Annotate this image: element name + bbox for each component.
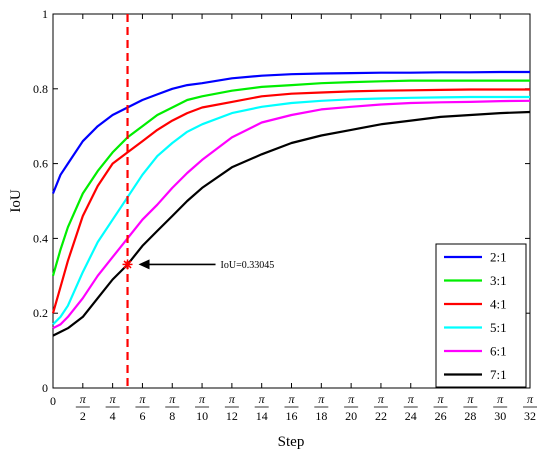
x-tick-numerator: π bbox=[80, 392, 87, 406]
series-line-1 bbox=[51, 70, 530, 194]
x-tick-denominator: 28 bbox=[464, 409, 476, 423]
series-line-2 bbox=[51, 79, 530, 277]
x-tick-label: π 30 bbox=[493, 392, 508, 423]
x-tick-label: π8 bbox=[165, 392, 180, 423]
x-tick-label: π 10 bbox=[195, 392, 210, 423]
series-line-5 bbox=[52, 99, 531, 330]
x-tick-numerator: π bbox=[169, 392, 176, 406]
x-axis-ticks: 0 π2π4π6π8π10π12π14π16π18π20π22π24π26π28π… bbox=[50, 14, 537, 423]
x-tick-denominator: 12 bbox=[226, 409, 238, 423]
annotation-arrow-head bbox=[138, 259, 150, 270]
legend-item: 6:1 bbox=[444, 344, 507, 359]
y-tick-label: 0.4 bbox=[33, 231, 48, 245]
series-line-6 bbox=[52, 110, 531, 337]
y-tick-label: 0 bbox=[42, 381, 48, 395]
x-tick-label: π2 bbox=[75, 392, 90, 423]
x-tick-label: π 24 bbox=[403, 392, 418, 423]
x-tick-denominator: 8 bbox=[169, 409, 175, 423]
x-tick-numerator: π bbox=[348, 392, 355, 406]
x-tick-denominator: 26 bbox=[435, 409, 447, 423]
x-tick-denominator: 10 bbox=[196, 409, 208, 423]
legend-item: 7:1 bbox=[444, 367, 507, 382]
x-tick-numerator: π bbox=[467, 392, 474, 406]
y-tick-label: 0.8 bbox=[33, 82, 48, 96]
x-tick-numerator: π bbox=[229, 392, 236, 406]
x-tick-label: π4 bbox=[105, 392, 120, 423]
x-tick-label: π 20 bbox=[344, 392, 359, 423]
legend-label: 3:1 bbox=[490, 273, 507, 288]
x-tick-numerator: π bbox=[408, 392, 415, 406]
x-tick-denominator: 14 bbox=[256, 409, 268, 423]
y-tick-label: 1 bbox=[42, 7, 48, 21]
legend-item: 3:1 bbox=[444, 273, 507, 288]
x-tick-numerator: π bbox=[497, 392, 504, 406]
legend-item: 5:1 bbox=[444, 320, 507, 335]
x-tick-numerator: π bbox=[288, 392, 295, 406]
x-tick-numerator: π bbox=[438, 392, 445, 406]
y-axis-ticks: 0 0.2 0.4 0.6 0.8 1 bbox=[33, 7, 530, 395]
x-tick-numerator: π bbox=[318, 392, 325, 406]
series-lines bbox=[51, 70, 531, 337]
legend-item: 2:1 bbox=[444, 250, 507, 265]
x-tick-denominator: 2 bbox=[80, 409, 86, 423]
x-tick-numerator: π bbox=[259, 392, 266, 406]
x-tick-denominator: 24 bbox=[405, 409, 417, 423]
y-axis-label: IoU bbox=[8, 189, 24, 212]
x-tick-numerator: π bbox=[199, 392, 206, 406]
x-tick-denominator: 32 bbox=[524, 409, 536, 423]
x-tick-label: π 16 bbox=[284, 392, 299, 423]
annotation-text: IoU=0.33045 bbox=[221, 260, 275, 271]
x-tick-denominator: 16 bbox=[286, 409, 298, 423]
x-tick-label: π6 bbox=[135, 392, 150, 423]
x-tick-label: π 18 bbox=[314, 392, 329, 423]
annotation: IoU=0.33045 bbox=[122, 259, 275, 271]
x-tick-label: 0 bbox=[50, 394, 56, 408]
x-tick-label: π 28 bbox=[463, 392, 478, 423]
series-line-3 bbox=[51, 88, 530, 314]
x-tick-label: π 14 bbox=[254, 392, 269, 423]
x-tick-numerator: π bbox=[139, 392, 146, 406]
y-tick-label: 0.2 bbox=[33, 306, 48, 320]
x-tick-denominator: 20 bbox=[345, 409, 357, 423]
x-tick-denominator: 22 bbox=[375, 409, 387, 423]
x-tick-denominator: 30 bbox=[494, 409, 506, 423]
marker-star-d2 bbox=[123, 260, 132, 269]
x-tick-label: π 12 bbox=[224, 392, 239, 423]
x-tick-denominator: 6 bbox=[139, 409, 145, 423]
series-line-4 bbox=[52, 95, 530, 326]
x-tick-label-text: 0 bbox=[50, 394, 56, 408]
x-tick-numerator: π bbox=[378, 392, 385, 406]
x-tick-label: π 22 bbox=[373, 392, 388, 423]
x-axis-label: Step bbox=[278, 434, 305, 450]
legend-label: 2:1 bbox=[490, 250, 507, 265]
x-tick-label: π 26 bbox=[433, 392, 448, 423]
legend-label: 4:1 bbox=[490, 297, 507, 312]
y-tick-label: 0.6 bbox=[33, 157, 48, 171]
legend-item: 4:1 bbox=[444, 297, 507, 312]
legend-label: 5:1 bbox=[490, 320, 507, 335]
x-tick-numerator: π bbox=[527, 392, 534, 406]
legend-label: 7:1 bbox=[490, 367, 507, 382]
x-tick-denominator: 4 bbox=[110, 409, 116, 423]
x-tick-denominator: 18 bbox=[315, 409, 327, 423]
legend-label: 6:1 bbox=[490, 344, 507, 359]
legend: 2:1 3:1 4:1 5:1 6:1 7:1 bbox=[435, 243, 527, 388]
x-tick-numerator: π bbox=[110, 392, 117, 406]
x-tick-label: π 32 bbox=[523, 392, 537, 423]
legend-box bbox=[435, 243, 527, 388]
